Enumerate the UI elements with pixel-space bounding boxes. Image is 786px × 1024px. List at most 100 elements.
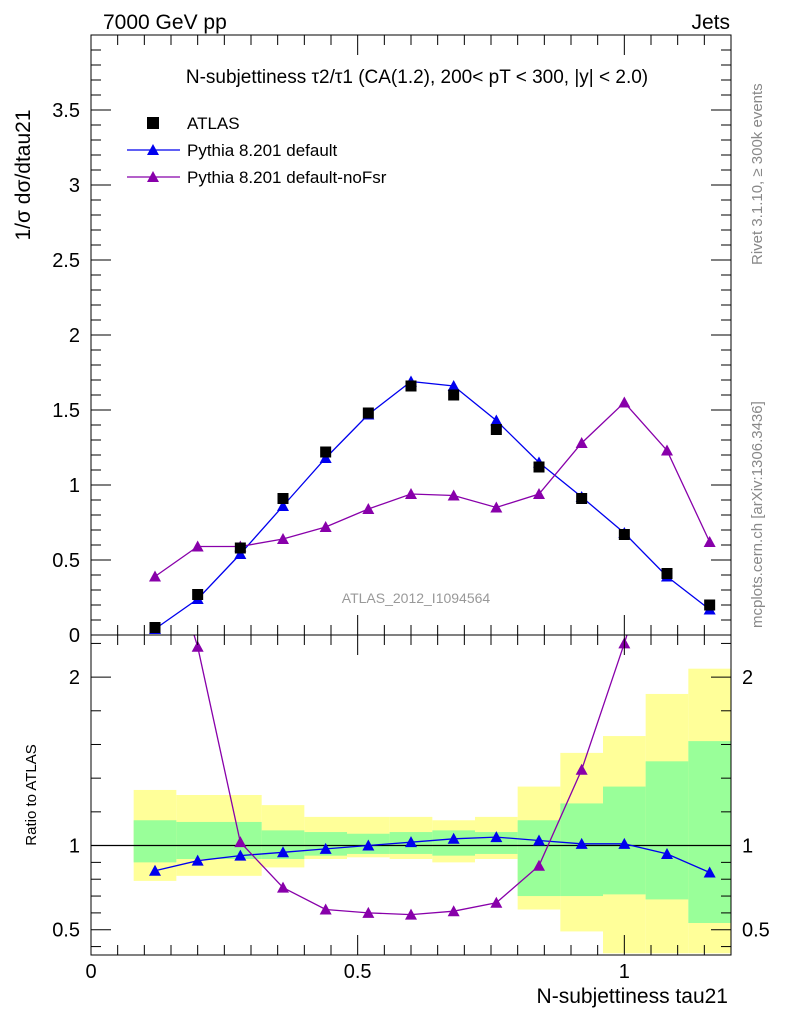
- ratio-point-default: [362, 839, 375, 851]
- main-point-atlas: [362, 407, 374, 419]
- main-point-nofsr: [618, 396, 631, 408]
- main-point-default: [490, 414, 503, 426]
- legend-atlas-label: ATLAS: [187, 114, 240, 133]
- x-axis-title: N-subjettiness tau21: [537, 985, 728, 1008]
- ratio-band-inner: [176, 821, 219, 859]
- ratio-point-default: [490, 831, 503, 843]
- ratio-band-inner: [133, 820, 177, 863]
- ratio-point-nofsr: [277, 881, 289, 893]
- legend-nofsr-label: Pythia 8.201 default-noFsr: [187, 168, 387, 187]
- main-y-tick-label: 1.5: [52, 400, 80, 422]
- ratio-uncertainty-bands: [133, 668, 731, 954]
- main-y-tick-label: 3: [69, 175, 80, 197]
- main-point-atlas: [448, 389, 460, 401]
- ratio-y-tick-labels: 0.5 0.5 1 1 2 2: [52, 667, 770, 942]
- ratio-point-nofsr: [447, 905, 460, 917]
- main-point-nofsr: [405, 488, 417, 499]
- main-panel: 0 0.5 1 1.5 2 2.5 3 3.5 ATLAS_2012_I1094564 N-s…: [12, 34, 732, 647]
- main-point-nofsr: [533, 488, 545, 499]
- ratio-band-inner: [645, 761, 689, 900]
- legend: ATLAS Pythia 8.201 default Pythia 8.201 …: [127, 114, 387, 187]
- main-y-tick-label: 3.5: [52, 100, 80, 122]
- ratio-point-nofsr: [191, 640, 204, 652]
- ratio-point-default: [405, 836, 417, 848]
- ratio-point-nofsr: [149, 503, 161, 514]
- main-point-nofsr: [575, 437, 588, 448]
- main-point-nofsr: [362, 503, 375, 514]
- main-point-atlas: [490, 424, 502, 435]
- main-y-tick-labels: 0 0.5 1 1.5 2 2.5 3 3.5: [52, 100, 80, 647]
- main-point-atlas: [618, 529, 630, 540]
- main-point-nofsr: [149, 570, 161, 582]
- ratio-band-inner: [688, 741, 731, 923]
- main-point-nofsr: [319, 521, 332, 532]
- analysis-watermark: ATLAS_2012_I1094564: [342, 590, 491, 606]
- energy-label: 7000 GeV pp: [103, 11, 227, 34]
- legend-default-label: Pythia 8.201 default: [187, 141, 338, 160]
- main-point-atlas: [661, 568, 673, 579]
- main-point-atlas: [405, 380, 417, 392]
- main-point-atlas: [533, 461, 545, 473]
- main-point-atlas: [277, 493, 289, 504]
- main-y-axis-title: 1/σ dσ/dtau21: [12, 109, 35, 240]
- x-tick-label: 0.5: [344, 961, 372, 983]
- ratio-point-nofsr: [575, 763, 588, 775]
- ratio-point-nofsr: [661, 503, 673, 514]
- main-line-nofsr: [154, 401, 711, 578]
- ratio-point-nofsr: [234, 836, 247, 848]
- ratio-line-nofsr: [193, 635, 628, 916]
- ratio-point-default: [618, 837, 631, 849]
- ratio-point-default: [319, 842, 332, 854]
- main-y-tick-label: 0: [69, 625, 80, 647]
- mcplots-label: mcplots.cern.ch [arXiv:1306.3436]: [749, 401, 766, 628]
- ratio-y-tick-label-right: 1: [742, 836, 753, 858]
- legend-nofsr-marker: [147, 171, 159, 182]
- main-point-nofsr: [490, 501, 503, 513]
- main-point-nofsr: [277, 533, 289, 544]
- ratio-panel: 0.5 0.51 12 2 0 0.5 1 Ratio to ATLAS N-subjet…: [23, 486, 770, 1008]
- ratio-point-default: [191, 854, 204, 866]
- legend-atlas-marker: [147, 117, 159, 129]
- rivet-label: Rivet 3.1.10, ≥ 300k events: [749, 83, 766, 265]
- ratio-y-tick-label-left: 2: [69, 667, 80, 689]
- x-tick-label: 1: [619, 961, 630, 983]
- ratio-y-tick-label-right: 0.5: [742, 920, 770, 942]
- ratio-point-nofsr: [362, 906, 375, 918]
- ratio-point-default: [533, 834, 545, 846]
- main-point-nofsr: [703, 536, 716, 547]
- main-point-nofsr: [191, 540, 204, 552]
- ratio-point-default: [703, 866, 716, 878]
- ratio-point-default: [447, 832, 460, 844]
- legend-default-marker: [147, 144, 159, 155]
- ratio-point-nofsr: [319, 903, 332, 915]
- main-point-nofsr: [447, 489, 460, 501]
- main-line-default: [154, 380, 711, 630]
- ratio-line-default: [154, 836, 710, 874]
- main-point-atlas: [704, 599, 716, 611]
- ratio-markers: [149, 486, 716, 920]
- x-tick-label: 0: [85, 961, 96, 983]
- main-y-tick-label: 0.5: [52, 550, 80, 572]
- jets-label: Jets: [691, 11, 730, 34]
- ratio-point-default: [277, 846, 289, 858]
- main-y-tick-label: 1: [69, 475, 80, 497]
- main-point-atlas: [576, 493, 588, 504]
- main-markers: [149, 375, 716, 634]
- ratio-y-tick-label-left: 0.5: [52, 920, 80, 942]
- ratio-axis-ticks: [90, 635, 732, 955]
- main-point-atlas: [149, 622, 161, 633]
- main-y-tick-label: 2: [69, 325, 80, 347]
- ratio-point-nofsr: [533, 859, 545, 871]
- ratio-point-nofsr: [704, 486, 716, 497]
- ratio-point-default: [234, 849, 247, 861]
- ratio-point-default: [575, 837, 588, 849]
- main-point-atlas: [234, 542, 246, 554]
- main-point-default: [277, 500, 289, 511]
- main-y-tick-label: 2.5: [52, 250, 80, 272]
- ratio-point-default: [661, 847, 673, 859]
- main-title: N-subjettiness τ2/τ1 (CA(1.2), 200< pT <…: [186, 67, 648, 88]
- ratio-point-default: [149, 864, 161, 876]
- ratio-y-axis-title: Ratio to ATLAS: [23, 744, 40, 845]
- ratio-y-tick-label-left: 1: [69, 836, 80, 858]
